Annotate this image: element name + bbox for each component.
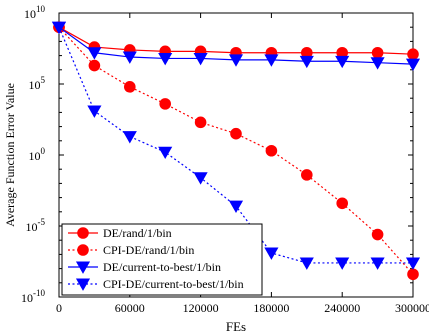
- data-point: [371, 46, 384, 59]
- data-point: [122, 131, 137, 144]
- x-tick-label: 60000: [115, 301, 145, 315]
- x-tick-label: 120000: [183, 301, 219, 315]
- legend-marker: [77, 244, 89, 256]
- y-tick-base: 10: [29, 78, 41, 92]
- x-tick-label: 240000: [324, 301, 360, 315]
- data-point: [228, 200, 244, 214]
- data-point: [87, 47, 102, 60]
- y-tick-base: 10: [21, 291, 33, 305]
- x-tick-label: 0: [56, 301, 62, 315]
- y-tick-base: 10: [24, 7, 36, 21]
- data-point: [407, 48, 419, 60]
- data-point: [299, 55, 314, 69]
- x-tick-label: 300000: [395, 301, 429, 315]
- data-point: [371, 228, 384, 241]
- legend-item: DE/rand/1/bin: [68, 226, 172, 240]
- legend-marker: [75, 261, 91, 274]
- series-layer: [51, 21, 421, 281]
- y-tick-base: 10: [29, 149, 41, 163]
- legend-label: DE/rand/1/bin: [103, 226, 172, 240]
- y-tick-exponent: 10: [36, 4, 46, 14]
- data-point: [230, 127, 242, 140]
- y-tick-label: 10-5: [26, 217, 46, 234]
- legend-label: CPI-DE/current-to-best/1/bin: [103, 277, 244, 291]
- data-point: [159, 98, 171, 110]
- data-point: [193, 172, 208, 185]
- data-point: [370, 57, 385, 70]
- data-point: [87, 105, 102, 118]
- data-point: [158, 146, 173, 160]
- y-tick-label: 10-10: [21, 288, 45, 305]
- data-point: [301, 169, 313, 181]
- ticks: 0 60000 120000 180000 240000 30000010-1010-51…: [21, 4, 429, 315]
- data-point: [370, 257, 385, 270]
- data-point: [124, 81, 136, 93]
- legend: DE/rand/1/bin CPI-DE/rand/1/bin DE/current…: [61, 223, 263, 296]
- y-axis-label: Average Function Error Value: [3, 83, 17, 227]
- legend-label: CPI-DE/rand/1/bin: [103, 243, 194, 257]
- data-point: [265, 144, 278, 157]
- legend-item: CPI-DE/current-to-best/1/bin: [68, 277, 244, 291]
- data-point: [299, 257, 314, 270]
- y-tick-exponent: 5: [41, 75, 46, 85]
- legend-marker: [77, 227, 89, 239]
- series-3: [51, 21, 421, 72]
- legend-item: CPI-DE/rand/1/bin: [68, 243, 194, 257]
- data-point: [407, 268, 419, 281]
- y-tick-label: 100: [29, 146, 46, 163]
- y-tick-exponent: -10: [33, 288, 45, 298]
- y-tick-label: 1010: [24, 4, 46, 21]
- y-tick-base: 10: [26, 220, 38, 234]
- data-point: [405, 257, 421, 270]
- data-point: [122, 51, 137, 64]
- legend-marker: [75, 278, 91, 291]
- data-point: [264, 54, 279, 67]
- series-1: [53, 21, 419, 60]
- legend-label: DE/current-to-best/1/bin: [103, 260, 221, 274]
- data-point: [228, 54, 244, 67]
- data-point: [405, 58, 421, 72]
- series-4: [51, 21, 421, 270]
- data-point: [335, 55, 350, 69]
- legend-box: [61, 223, 263, 296]
- y-tick-exponent: -5: [38, 217, 46, 227]
- data-point: [335, 257, 350, 270]
- data-point: [88, 59, 101, 72]
- y-tick-label: 105: [29, 75, 46, 92]
- y-tick-exponent: 0: [41, 146, 46, 156]
- series-2: [53, 21, 419, 281]
- data-point: [264, 247, 279, 260]
- data-point: [158, 52, 173, 66]
- x-axis-label: FEs: [226, 319, 246, 333]
- data-point: [336, 197, 349, 210]
- data-point: [51, 21, 67, 35]
- legend-item: DE/current-to-best/1/bin: [68, 260, 221, 274]
- data-point: [193, 52, 208, 66]
- x-tick-label: 180000: [253, 301, 289, 315]
- data-point: [194, 116, 207, 129]
